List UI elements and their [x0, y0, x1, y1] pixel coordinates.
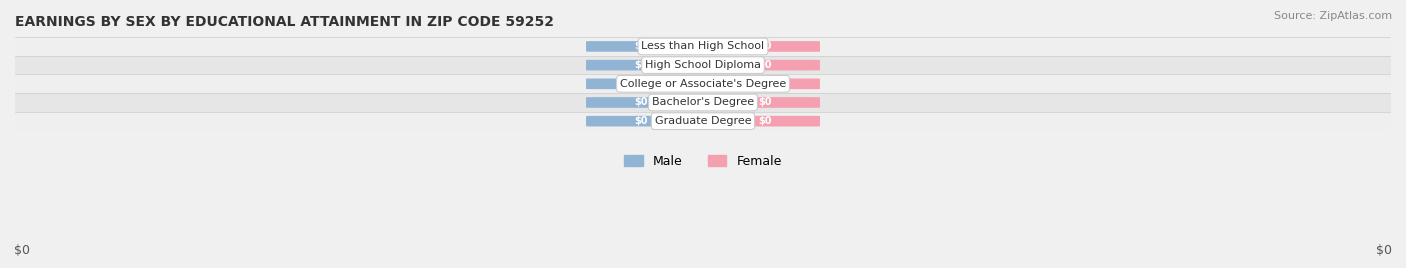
Text: $0: $0 [14, 244, 30, 257]
Bar [15, 37, 1391, 56]
Text: Graduate Degree: Graduate Degree [655, 116, 751, 126]
FancyBboxPatch shape [586, 60, 696, 70]
FancyBboxPatch shape [710, 60, 820, 70]
FancyBboxPatch shape [710, 41, 820, 52]
Text: $0: $0 [634, 116, 648, 126]
Text: Source: ZipAtlas.com: Source: ZipAtlas.com [1274, 11, 1392, 21]
Text: $0: $0 [758, 42, 772, 51]
Bar [15, 75, 1391, 93]
FancyBboxPatch shape [586, 116, 696, 126]
FancyBboxPatch shape [710, 97, 820, 108]
FancyBboxPatch shape [586, 79, 696, 89]
Text: $0: $0 [758, 116, 772, 126]
Text: $0: $0 [634, 98, 648, 107]
FancyBboxPatch shape [586, 97, 696, 108]
Text: $0: $0 [758, 98, 772, 107]
Legend: Male, Female: Male, Female [619, 150, 787, 173]
Text: High School Diploma: High School Diploma [645, 60, 761, 70]
FancyBboxPatch shape [586, 41, 696, 52]
Bar [15, 112, 1391, 131]
Text: EARNINGS BY SEX BY EDUCATIONAL ATTAINMENT IN ZIP CODE 59252: EARNINGS BY SEX BY EDUCATIONAL ATTAINMEN… [15, 15, 554, 29]
FancyBboxPatch shape [710, 116, 820, 126]
Text: $0: $0 [758, 60, 772, 70]
Text: College or Associate's Degree: College or Associate's Degree [620, 79, 786, 89]
Text: Less than High School: Less than High School [641, 42, 765, 51]
Text: $0: $0 [634, 79, 648, 89]
Bar [15, 56, 1391, 75]
Text: $0: $0 [634, 60, 648, 70]
Bar [15, 93, 1391, 112]
Text: $0: $0 [634, 42, 648, 51]
FancyBboxPatch shape [710, 79, 820, 89]
Text: Bachelor's Degree: Bachelor's Degree [652, 98, 754, 107]
Text: $0: $0 [1376, 244, 1392, 257]
Text: $0: $0 [758, 79, 772, 89]
